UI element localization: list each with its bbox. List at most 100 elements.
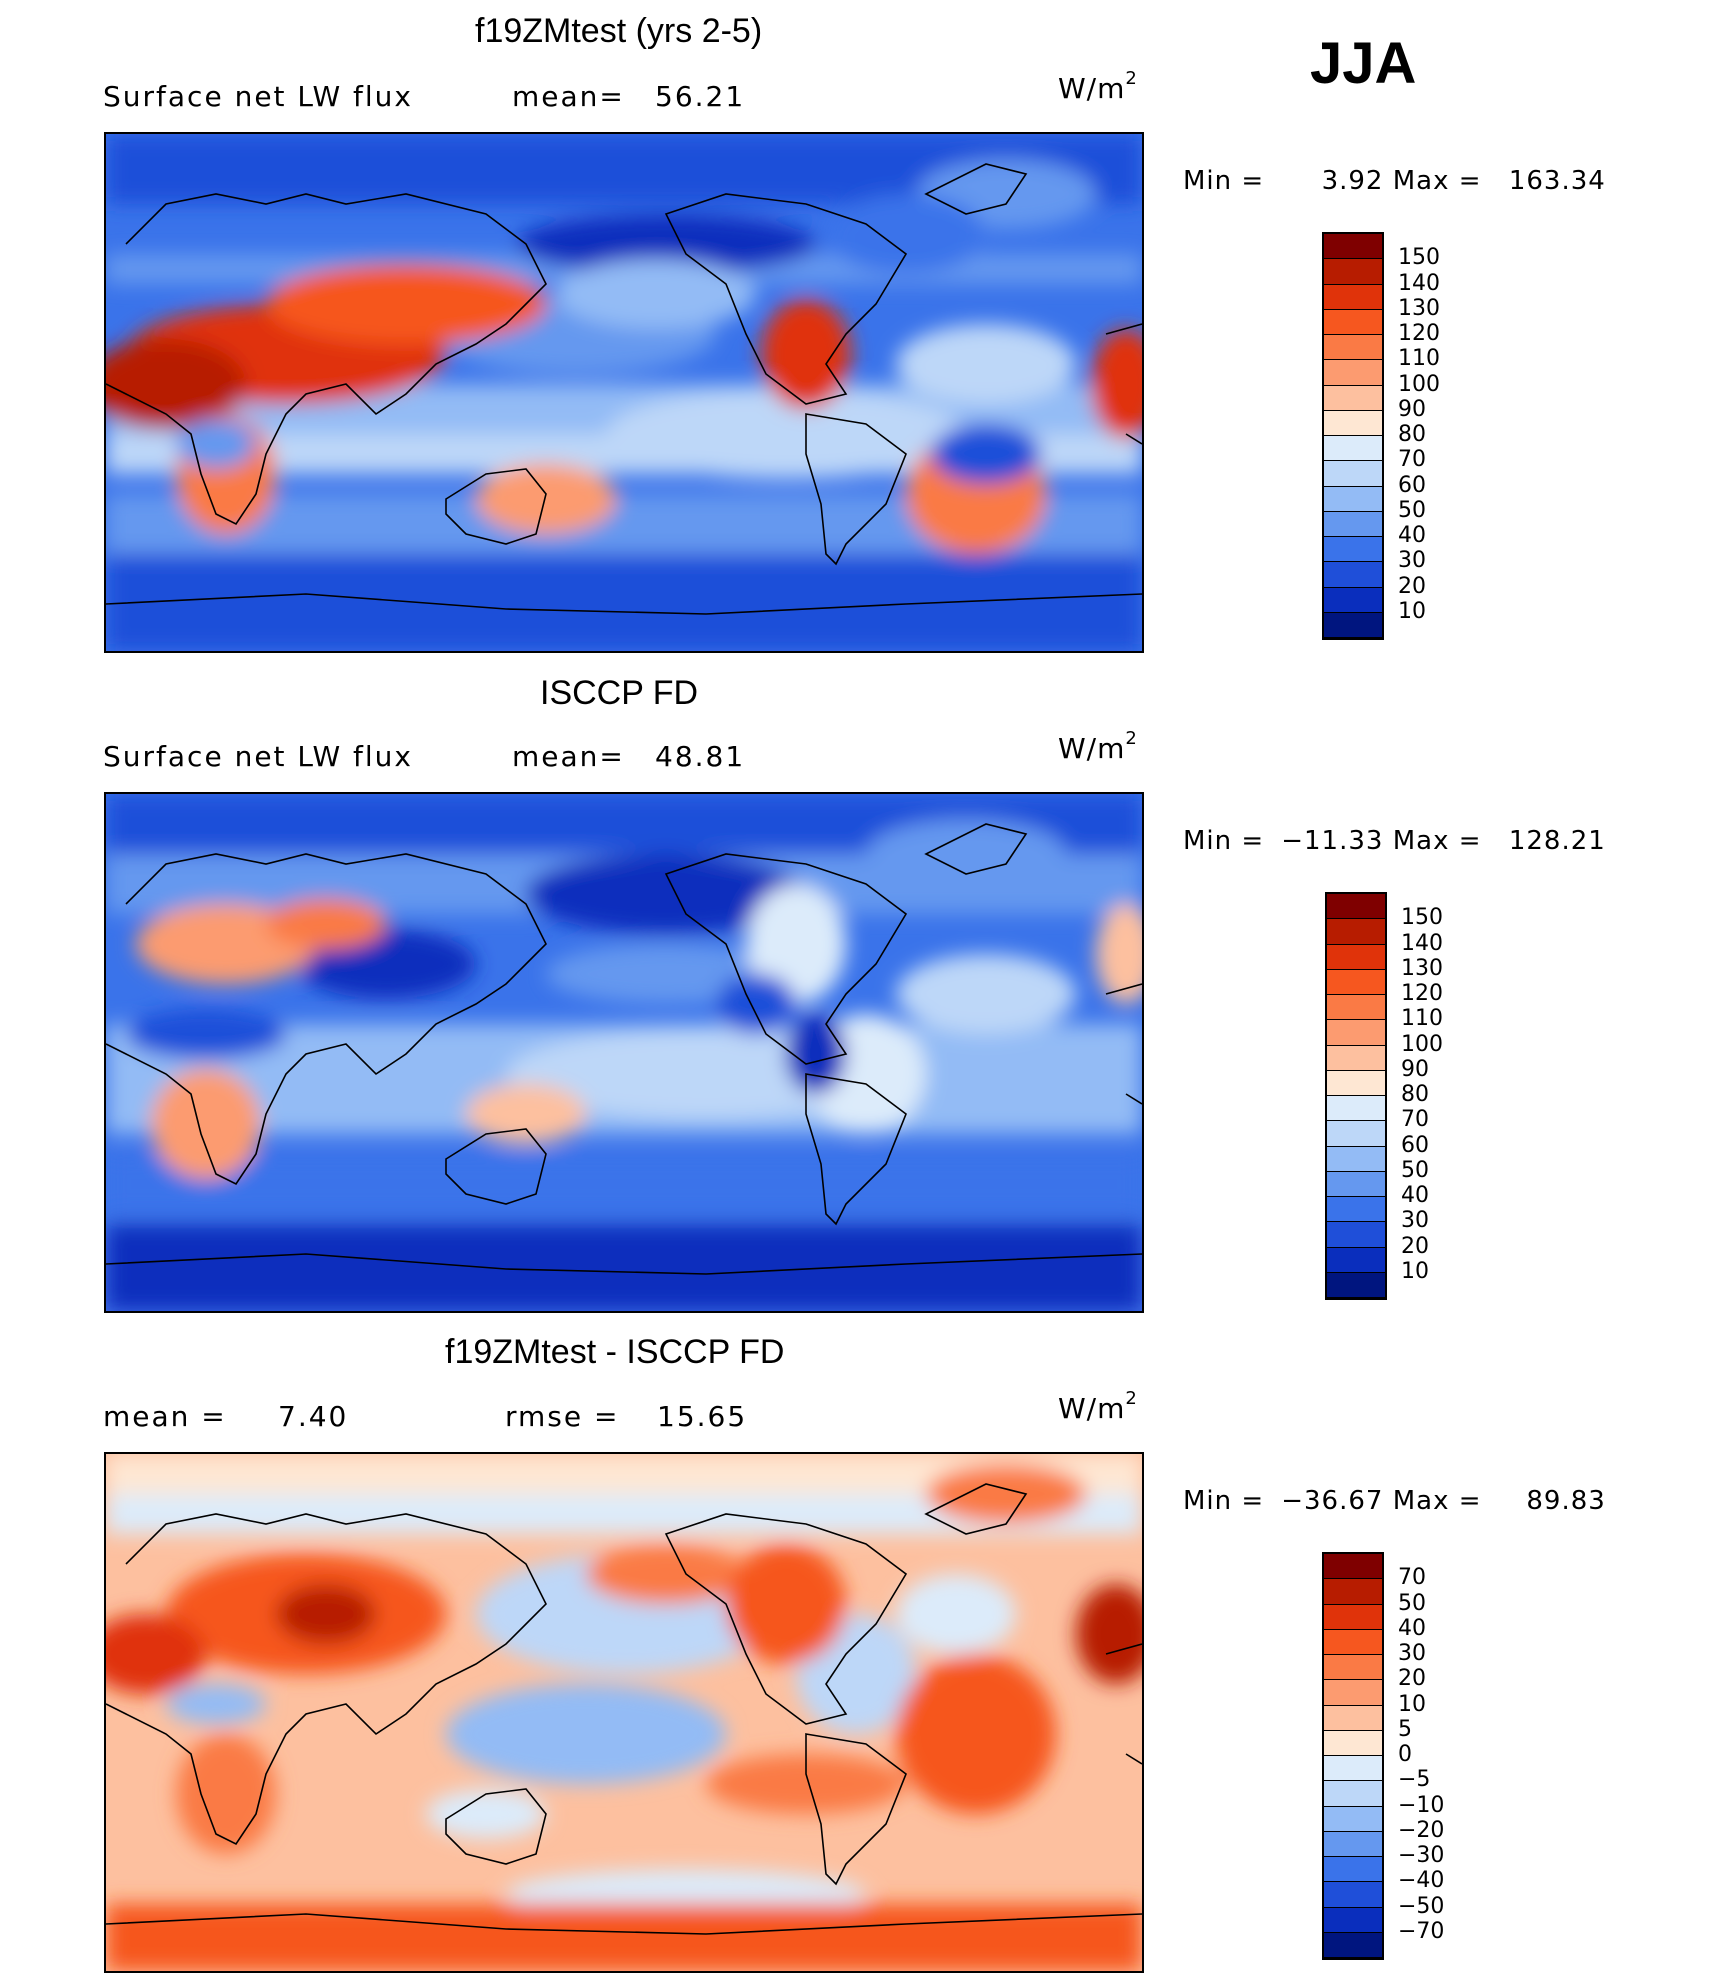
colorbar-swatch [1327, 1045, 1385, 1071]
colorbar-swatch [1327, 969, 1385, 995]
colorbar-label: 100 [1401, 1031, 1443, 1057]
colorbar-label: −40 [1398, 1868, 1445, 1894]
colorbar-label: 140 [1401, 930, 1443, 956]
panel-2-colorbar [1325, 892, 1387, 1300]
colorbar-swatch [1324, 335, 1382, 361]
colorbar-swatch [1327, 919, 1385, 945]
colorbar-label: 10 [1398, 598, 1426, 624]
panel-3-map [104, 1452, 1144, 1973]
panel-1-title: f19ZMtest (yrs 2-5) [475, 12, 763, 50]
colorbar-label: 20 [1398, 1666, 1426, 1692]
colorbar-label: −70 [1398, 1918, 1445, 1944]
colorbar-swatch [1324, 284, 1382, 310]
colorbar-swatch [1324, 562, 1382, 588]
panel-2-variable: Surface net LW flux [103, 740, 413, 773]
panel-3-rmse-label: rmse = [505, 1400, 620, 1433]
colorbar-label: 130 [1401, 955, 1443, 981]
panel-2-map [104, 792, 1144, 1313]
colorbar-label: −50 [1398, 1893, 1445, 1919]
panel-3-mean-value: 7.40 [278, 1400, 349, 1433]
panel-1-min-max: Min = 3.92 Max = 163.34 [1183, 166, 1606, 196]
colorbar-swatch [1324, 309, 1382, 335]
colorbar-label: 30 [1401, 1208, 1429, 1234]
colorbar-swatch [1327, 1171, 1385, 1197]
colorbar-swatch [1324, 1756, 1382, 1782]
colorbar-swatch [1324, 461, 1382, 487]
colorbar-label: 20 [1398, 573, 1426, 599]
colorbar-label: −10 [1398, 1792, 1445, 1818]
colorbar-swatch [1327, 1222, 1385, 1248]
colorbar-label: 50 [1398, 497, 1426, 523]
colorbar-label: 150 [1398, 245, 1440, 271]
colorbar-label: −5 [1398, 1767, 1431, 1793]
panel-2-max-value: 128.21 [1508, 826, 1606, 856]
colorbar-swatch [1327, 944, 1385, 970]
panel-1-min-value: 3.92 [1321, 166, 1384, 196]
colorbar-label: 30 [1398, 548, 1426, 574]
colorbar-swatch [1324, 1629, 1382, 1655]
colorbar-swatch [1327, 1070, 1385, 1096]
colorbar-swatch [1324, 385, 1382, 411]
panel-1-max-label: Max = [1392, 166, 1482, 196]
colorbar-swatch [1324, 1781, 1382, 1807]
colorbar-swatch [1324, 1831, 1382, 1857]
colorbar-label: 40 [1401, 1183, 1429, 1208]
panel-3-mean-label: mean = [103, 1400, 227, 1433]
colorbar-swatch [1324, 1932, 1382, 1958]
colorbar-label: 70 [1401, 1107, 1429, 1133]
panel-1-max-value: 163.34 [1508, 166, 1606, 196]
colorbar-label: 10 [1398, 1691, 1426, 1717]
colorbar-swatch [1324, 1655, 1382, 1681]
colorbar-swatch [1327, 995, 1385, 1021]
panel-1-variable: Surface net LW flux [103, 80, 413, 113]
colorbar-swatch [1324, 1882, 1382, 1908]
colorbar-label: 80 [1401, 1082, 1429, 1107]
panel-2-title: ISCCP FD [540, 674, 699, 712]
colorbar-label: 150 [1401, 905, 1443, 931]
colorbar-label: 0 [1398, 1742, 1412, 1767]
colorbar-swatch [1324, 1554, 1382, 1580]
panel-3-map-svg [106, 1454, 1142, 1971]
colorbar-label: 90 [1398, 396, 1426, 422]
colorbar-swatch [1324, 410, 1382, 436]
colorbar-swatch [1327, 1247, 1385, 1273]
colorbar-label: 50 [1398, 1590, 1426, 1616]
colorbar-swatch [1324, 1705, 1382, 1731]
colorbar-label: 90 [1401, 1056, 1429, 1082]
colorbar-swatch [1327, 1197, 1385, 1223]
panel-3-min-value: −36.67 [1281, 1486, 1384, 1516]
colorbar-swatch [1324, 1579, 1382, 1605]
panel-1-mean-value: 56.21 [655, 80, 746, 113]
colorbar-label: 130 [1398, 295, 1440, 321]
colorbar-swatch [1327, 1121, 1385, 1147]
panel-3-rmse-value: 15.65 [657, 1400, 748, 1433]
colorbar-swatch [1327, 1096, 1385, 1122]
colorbar-swatch [1327, 894, 1385, 920]
colorbar-label: 80 [1398, 422, 1426, 447]
colorbar-swatch [1324, 360, 1382, 386]
colorbar-swatch [1327, 1272, 1385, 1298]
colorbar-label: 40 [1398, 523, 1426, 548]
colorbar-label: 120 [1401, 981, 1443, 1006]
colorbar-label: −20 [1398, 1817, 1445, 1843]
colorbar-label: 70 [1398, 1565, 1426, 1591]
colorbar-swatch [1324, 511, 1382, 537]
colorbar-label: −30 [1398, 1843, 1445, 1868]
panel-1-colorbar [1322, 232, 1384, 640]
panel-2-max-label: Max = [1392, 826, 1482, 856]
colorbar-label: 70 [1398, 447, 1426, 473]
colorbar-label: 110 [1398, 346, 1440, 372]
panel-3-min-label: Min = [1183, 1486, 1265, 1516]
colorbar-swatch [1324, 1604, 1382, 1630]
panel-3-max-label: Max = [1392, 1486, 1482, 1516]
panel-1-units: W/m2 [1058, 68, 1138, 105]
panel-3-title: f19ZMtest - ISCCP FD [445, 1333, 785, 1371]
colorbar-swatch [1324, 587, 1382, 613]
colorbar-swatch [1324, 259, 1382, 285]
colorbar-label: 20 [1401, 1233, 1429, 1259]
colorbar-label: 50 [1401, 1157, 1429, 1183]
panel-2-min-value: −11.33 [1281, 826, 1384, 856]
colorbar-label: 40 [1398, 1615, 1426, 1641]
panel-2-min-max: Min = −11.33 Max = 128.21 [1183, 826, 1606, 856]
colorbar-swatch [1324, 612, 1382, 638]
